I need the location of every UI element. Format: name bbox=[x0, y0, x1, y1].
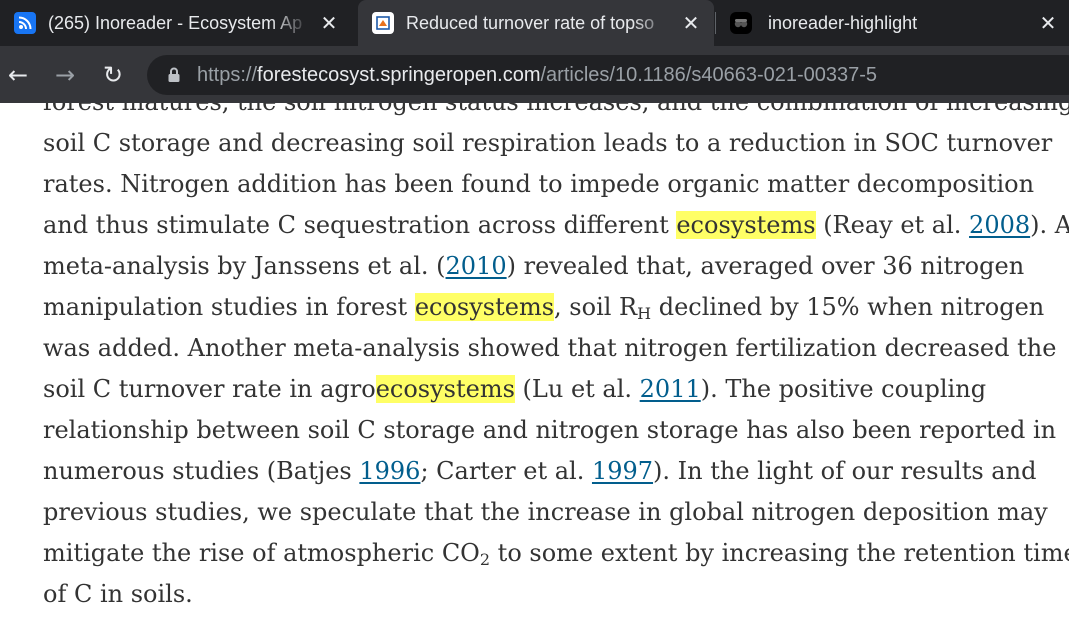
tab-inoreader-highlight[interactable]: inoreader-highlight ✕ bbox=[716, 0, 1069, 46]
body-text: was added. Another meta-analysis showed … bbox=[43, 334, 1057, 362]
body-text: numerous studies (Batjes bbox=[43, 457, 360, 485]
paragraph-line: soil C turnover rate in agroecosystems (… bbox=[43, 369, 1063, 410]
citation-link[interactable]: 2008 bbox=[969, 211, 1031, 239]
reload-icon[interactable]: ↻ bbox=[102, 61, 124, 89]
paragraph-line: relationship between soil C storage and … bbox=[43, 410, 1063, 451]
tab-inoreader[interactable]: (265) Inoreader - Ecosystem Ap ✕ bbox=[0, 0, 350, 46]
paragraph-line: numerous studies (Batjes 1996; Carter et… bbox=[43, 451, 1063, 492]
url-text: https://forestecosyst.springeropen.com/a… bbox=[197, 64, 877, 87]
paragraph-line: and thus stimulate C sequestration acros… bbox=[43, 205, 1069, 246]
page-content: forest matures, the soil nitrogen status… bbox=[0, 103, 1069, 627]
body-text: rates. Nitrogen addition has been found … bbox=[43, 170, 1035, 198]
body-text: soil C turnover rate in agro bbox=[43, 375, 376, 403]
tab-title: Reduced turnover rate of topso bbox=[406, 12, 655, 33]
body-text: (Reay et al. bbox=[815, 211, 970, 239]
body-text: ). A bbox=[1030, 211, 1069, 239]
body-text: ) revealed that, averaged over 36 nitrog… bbox=[506, 252, 1025, 280]
body-text: of C in soils. bbox=[43, 580, 193, 608]
citation-link[interactable]: 1997 bbox=[591, 457, 654, 485]
browser-toolbar: ← → ↻ https://forestecosyst.springeropen… bbox=[0, 46, 1069, 103]
citation-link[interactable]: 1996 bbox=[359, 457, 421, 485]
body-text: (Lu et al. bbox=[514, 375, 640, 403]
close-tab-icon[interactable]: ✕ bbox=[682, 12, 700, 35]
body-text: ). The positive coupling bbox=[700, 375, 987, 403]
paragraph-line: rates. Nitrogen addition has been found … bbox=[43, 164, 1063, 205]
subscript-text: 2 bbox=[479, 550, 491, 569]
paragraph-line: soil C storage and decreasing soil respi… bbox=[43, 123, 1063, 164]
highlighted-keyword: ecosystems bbox=[676, 211, 816, 239]
paragraph-line: previous studies, we speculate that the … bbox=[43, 492, 1063, 533]
close-tab-icon[interactable]: ✕ bbox=[320, 12, 338, 35]
body-text: manipulation studies in forest bbox=[43, 293, 415, 321]
close-tab-icon[interactable]: ✕ bbox=[1039, 12, 1057, 35]
forward-arrow-icon[interactable]: → bbox=[54, 61, 76, 89]
inoreader-rss-icon bbox=[14, 12, 36, 34]
paragraph-line: was added. Another meta-analysis showed … bbox=[43, 328, 1063, 369]
tab-strip: (265) Inoreader - Ecosystem Ap ✕ Reduced… bbox=[0, 0, 1069, 46]
paragraph-line: mitigate the rise of atmospheric CO2 to … bbox=[43, 533, 1069, 574]
body-text: declined by 15% when nitrogen bbox=[651, 293, 1045, 321]
body-text: ). In the light of our results and bbox=[653, 457, 1037, 485]
subscript-text: H bbox=[637, 304, 652, 323]
github-like-icon bbox=[730, 12, 752, 34]
body-text: to some extent by increasing the retenti… bbox=[490, 539, 1069, 567]
body-text: previous studies, we speculate that the … bbox=[43, 498, 1048, 526]
springer-article-icon bbox=[372, 12, 394, 34]
url-scheme: https:// bbox=[197, 63, 258, 86]
lock-icon[interactable] bbox=[165, 66, 183, 84]
body-text: ; Carter et al. bbox=[420, 457, 592, 485]
body-text: meta-analysis by Janssens et al. ( bbox=[43, 252, 446, 280]
url-host: forestecosyst.springeropen.com bbox=[257, 63, 541, 86]
address-bar[interactable]: https://forestecosyst.springeropen.com/a… bbox=[147, 55, 1069, 95]
body-text: relationship between soil C storage and … bbox=[43, 416, 1057, 444]
body-text: and thus stimulate C sequestration acros… bbox=[43, 211, 677, 239]
body-text: mitigate the rise of atmospheric CO bbox=[43, 539, 480, 567]
paragraph-line: forest matures, the soil nitrogen status… bbox=[43, 103, 1069, 123]
tab-title: (265) Inoreader - Ecosystem Ap bbox=[48, 12, 303, 33]
citation-link[interactable]: 2011 bbox=[639, 375, 701, 403]
highlighted-keyword: ecosystems bbox=[414, 293, 555, 321]
url-path: /articles/10.1186/s40663-021-00337-5 bbox=[540, 63, 878, 86]
highlighted-keyword: ecosystems bbox=[375, 375, 515, 403]
tab-divider bbox=[715, 12, 716, 34]
tab-article[interactable]: Reduced turnover rate of topso ✕ bbox=[358, 0, 714, 46]
back-arrow-icon[interactable]: ← bbox=[7, 61, 29, 89]
paragraph-line: meta-analysis by Janssens et al. (2010) … bbox=[43, 246, 1063, 287]
body-text: forest matures, the soil nitrogen status… bbox=[43, 103, 1069, 116]
paragraph-line: manipulation studies in forest ecosystem… bbox=[43, 287, 1063, 328]
tab-title: inoreader-highlight bbox=[768, 12, 918, 33]
body-text: soil C storage and decreasing soil respi… bbox=[43, 129, 1053, 157]
paragraph-line: of C in soils. bbox=[43, 574, 1063, 615]
citation-link[interactable]: 2010 bbox=[445, 252, 507, 280]
article-paragraph: forest matures, the soil nitrogen status… bbox=[43, 103, 1069, 615]
body-text: , soil R bbox=[554, 293, 638, 321]
